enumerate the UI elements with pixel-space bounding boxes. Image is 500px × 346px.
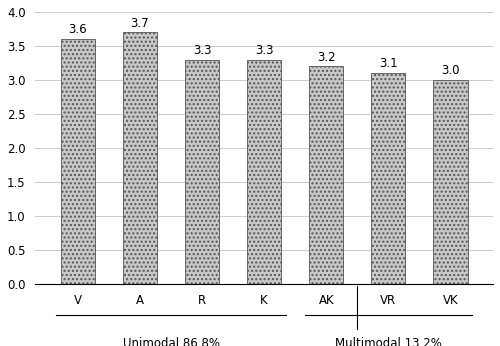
Bar [185,60,219,284]
Bar [247,60,282,284]
Text: 3.1: 3.1 [379,57,398,70]
Text: 3.7: 3.7 [130,17,150,30]
Text: 3.0: 3.0 [442,64,460,77]
Text: 3.3: 3.3 [193,44,212,57]
Text: 3.2: 3.2 [317,51,336,64]
Bar [123,32,157,284]
Text: Multimodal 13.2%: Multimodal 13.2% [335,337,442,346]
Bar [309,66,344,284]
Bar [372,73,406,284]
Text: 3.6: 3.6 [68,24,87,36]
Bar [61,39,95,284]
Bar [434,80,468,284]
Text: 3.3: 3.3 [255,44,274,57]
Text: Unimodal 86.8%: Unimodal 86.8% [122,337,220,346]
